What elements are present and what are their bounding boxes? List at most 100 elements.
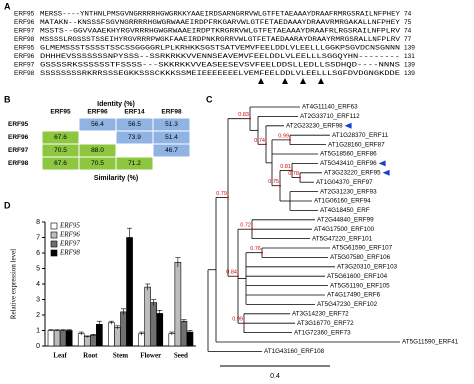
bootstrap-value: 0.74: [254, 138, 265, 144]
node-dot: [291, 169, 293, 172]
table-cell: [152, 156, 191, 171]
cell-value: 51.4: [165, 134, 178, 141]
highlight-arrow: [378, 160, 386, 167]
bootstrap-value: 0.81: [280, 164, 291, 170]
bar: [168, 333, 176, 347]
x-tick-label: Root: [83, 352, 98, 360]
legend-label: ERF95: [59, 222, 80, 230]
sequence-name: ERF96: [14, 53, 35, 60]
legend-swatch: [50, 240, 58, 248]
column-header: ERF98: [161, 109, 182, 116]
sequence-name: ERF95: [14, 11, 35, 18]
bootstrap-value: 0.83: [238, 112, 249, 118]
leaf-label: AT5G61590_ERF107: [332, 245, 393, 252]
legend-swatch: [50, 222, 58, 230]
bar: [138, 333, 145, 347]
y-tick-label: 8: [36, 219, 40, 226]
bootstrap-value: 0.75: [268, 179, 279, 185]
leaf-label: AT5G47230_ERF102: [317, 301, 378, 308]
sequence-name: ERF95: [14, 45, 35, 52]
highlight-arrow: [382, 169, 390, 176]
node-dot: [251, 228, 253, 231]
leaf-label: AT3G16770_ERF72: [297, 320, 354, 327]
motif-arrows: [258, 78, 324, 84]
y-tick-label: 3: [36, 296, 40, 303]
sequence-end: 139: [404, 45, 415, 52]
node-dot: [261, 251, 263, 254]
y-axis-label: Relative expression level: [10, 249, 18, 319]
node-dot: [265, 143, 267, 146]
legend-label: ERF97: [59, 240, 80, 248]
row-header: ERF97: [8, 147, 29, 154]
sequence-name: ERF96: [14, 19, 35, 26]
bar: [114, 327, 121, 347]
bar: [186, 331, 194, 347]
panel-label: D: [4, 200, 11, 210]
sequence: GSSSSRKSSSSSSTFSSSS---SKKRKKVVEASEESEVSV…: [40, 62, 400, 69]
bar: [65, 330, 73, 347]
node-dot: [243, 322, 245, 325]
table-cell: [78, 130, 117, 145]
cell-value: 70.5: [91, 160, 104, 167]
leaf-label: AT4G17490_ERF6: [327, 292, 381, 299]
row-header: ERF96: [8, 134, 29, 141]
y-tick-label: 1: [36, 327, 40, 334]
cell-value: 88.0: [91, 147, 104, 154]
sequence-end: 77: [404, 36, 412, 43]
node-dot: [237, 275, 239, 278]
y-tick-label: 0: [36, 343, 40, 350]
legend-label: ERF96: [59, 231, 80, 239]
leaf-label: AT1G28370_ERF11: [332, 132, 389, 139]
x-tick-label: Seed: [174, 352, 188, 360]
leaf-label: AT5G51190_ERF105: [330, 282, 390, 289]
column-header: ERF96: [87, 109, 108, 116]
bar: [53, 330, 61, 347]
bar: [150, 302, 158, 347]
y-tick-label: 4: [36, 281, 40, 288]
legend-swatch: [50, 231, 58, 239]
sequence: GLMEMSSSTSSSSTSSCSSGGGGRLPLKRHKKSGSTSATV…: [40, 45, 400, 52]
node-dot: [299, 176, 301, 179]
node-dot: [279, 184, 281, 187]
row-header: ERF98: [8, 160, 29, 167]
leaf-label: AT3G23220_ERF95: [324, 169, 381, 176]
sequence-end: 139: [404, 62, 415, 69]
bar: [59, 330, 67, 347]
bar: [77, 333, 85, 347]
sequence: MERSS----YNTHNLPMSGVNGRRRRHGWGRKKYAAEIRD…: [40, 11, 400, 18]
cell-value: 71.2: [128, 160, 141, 167]
leaf-label: AT2G23230_ERF98: [286, 122, 343, 129]
cell-value: 56.5: [128, 121, 141, 128]
panel-label: C: [206, 94, 213, 104]
leaf-label: AT3G14230_ERF72: [292, 310, 349, 317]
table-footer: Similarity (%): [94, 175, 138, 182]
sequence-end: 139: [404, 70, 415, 77]
cell-value: 67.6: [54, 160, 67, 167]
column-header: ERF95: [50, 109, 71, 116]
leaf-label: AT1G06160_ERF94: [314, 198, 371, 205]
node-dot: [289, 138, 291, 141]
leaf-label: AT5G07580_ERF106: [330, 254, 391, 261]
bar: [108, 322, 115, 347]
leaf-label: AT5G47220_ERF101: [312, 235, 373, 242]
legend-swatch: [50, 249, 58, 257]
cell-value: 70.5: [54, 147, 67, 154]
leaf-label: AT5G61600_ERF104: [327, 273, 388, 280]
table-cell: [41, 117, 80, 132]
leaf-label: AT1G28160_ERF87: [328, 141, 385, 148]
sequence-name: ERF97: [14, 62, 35, 69]
y-tick-label: 2: [36, 312, 40, 319]
node-dot: [227, 196, 229, 199]
leaf-label: AT3G20310_ERF103: [337, 263, 398, 270]
sequence: MSSSSLRGSSSTSSEIHYRGVRRRPWGKFAAEIRDPNKRG…: [40, 36, 400, 43]
leaf-label: AT4G17500_ERF100: [314, 226, 375, 233]
cell-value: 56.4: [91, 121, 104, 128]
highlight-arrow: [344, 122, 352, 129]
leaf-label: AT1G43160_ERF108: [264, 348, 325, 355]
panel-label: A: [4, 1, 11, 11]
column-header: ERF14: [124, 109, 145, 116]
scale-label: 0.4: [270, 373, 280, 380]
bar: [174, 261, 182, 347]
leaf-label: AT1G72360_ERF73: [294, 329, 351, 336]
